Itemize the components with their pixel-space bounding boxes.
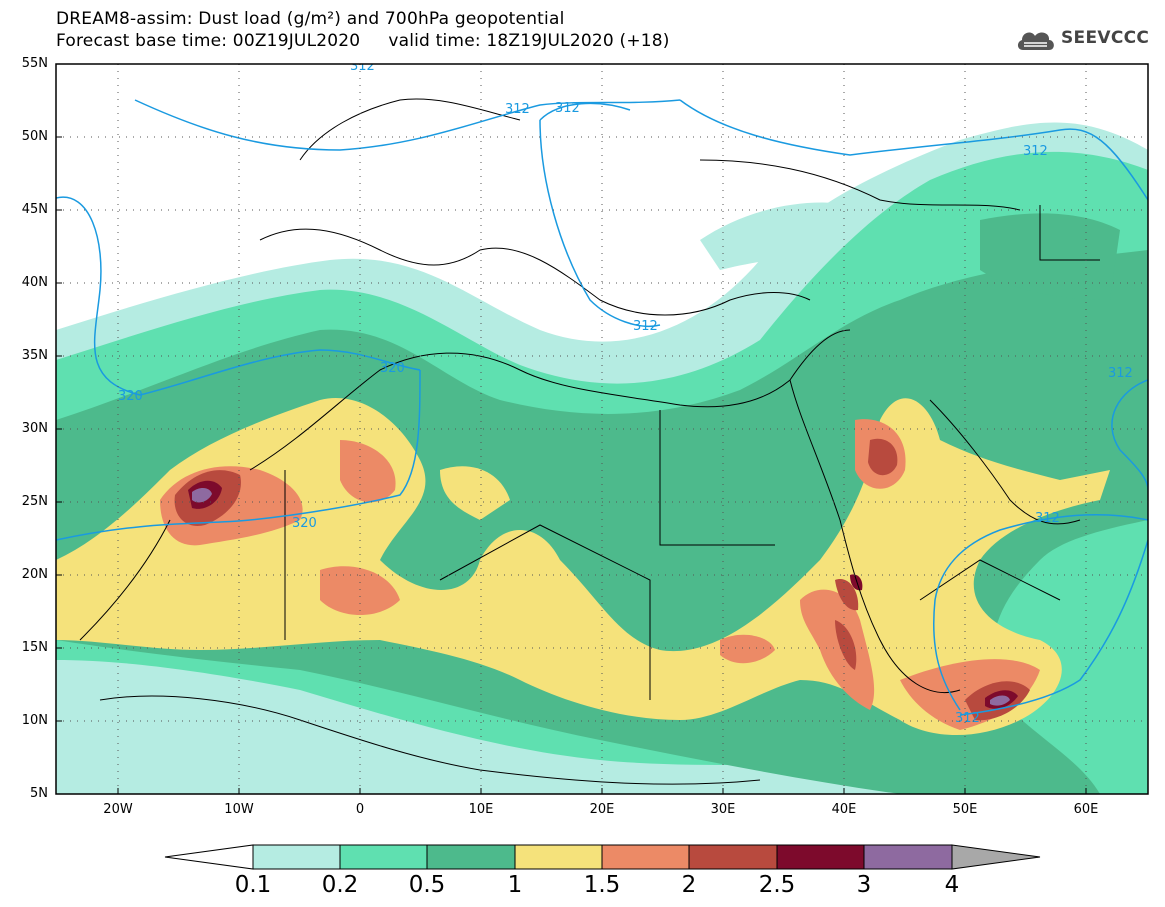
geopotential-contours <box>56 99 1148 716</box>
lat-label: 35N <box>21 348 48 363</box>
contour-label: 320 <box>118 389 143 404</box>
lat-label: 55N <box>21 56 48 71</box>
colorbar-label: 0.2 <box>321 872 359 898</box>
colorbar-label: 4 <box>944 872 960 898</box>
colorbar-segment <box>426 844 516 870</box>
colorbar-segment <box>776 844 865 870</box>
contour-label: 312 <box>505 102 530 117</box>
axis-ticks <box>56 63 1087 795</box>
lat-label: 10N <box>21 713 48 728</box>
colorbar <box>164 844 1041 870</box>
colorbar-label: 0.1 <box>234 872 272 898</box>
colorbar-label: 1 <box>507 872 523 898</box>
lon-label: 60E <box>1073 802 1099 817</box>
contour-labels: 312 312 312 312 312 312 320 320 320 312 … <box>118 59 1133 726</box>
colorbar-label: 0.5 <box>408 872 446 898</box>
contour-label: 312 <box>555 101 580 116</box>
lat-label: 50N <box>21 129 48 144</box>
lat-label: 15N <box>21 640 48 655</box>
colorbar-label: 1.5 <box>583 872 621 898</box>
colorbar-segment <box>514 844 603 870</box>
colorbar-segment <box>863 844 953 870</box>
lon-label: 40E <box>831 802 857 817</box>
contour-label: 312 <box>1023 144 1048 159</box>
dust-band-3 <box>192 488 1010 706</box>
colorbar-segment <box>601 844 690 870</box>
logo-text: SEEVCCC <box>1061 28 1150 48</box>
lon-label: 0 <box>355 802 365 817</box>
lat-label: 5N <box>30 786 48 801</box>
contour-label: 312 <box>350 59 375 74</box>
colorbar-segment <box>339 844 428 870</box>
lon-label: 20E <box>589 802 615 817</box>
lat-label: 30N <box>21 421 48 436</box>
forecast-time-subtitle: Forecast base time: 00Z19JUL2020 valid t… <box>56 31 670 51</box>
lon-label: 10E <box>468 802 494 817</box>
grid-lines <box>56 64 1148 794</box>
lat-label: 25N <box>21 494 48 509</box>
colorbar-low-arrow <box>164 844 254 870</box>
colorbar-segment <box>252 844 341 870</box>
contour-label: 320 <box>380 361 405 376</box>
lon-label: 50E <box>952 802 978 817</box>
lat-label: 45N <box>21 202 48 217</box>
contour-label: 320 <box>292 516 317 531</box>
chart-title: DREAM8-assim: Dust load (g/m²) and 700hP… <box>56 9 565 29</box>
colorbar-high-arrow <box>951 844 1041 870</box>
contour-label: 312 <box>955 711 980 726</box>
contour-label: 312 <box>633 319 658 334</box>
colorbar-label: 2.5 <box>758 872 796 898</box>
lat-label: 40N <box>21 275 48 290</box>
lon-label: 20W <box>103 802 133 817</box>
colorbar-segment <box>688 844 778 870</box>
colorbar-label: 2 <box>681 872 697 898</box>
seevccc-logo: SEEVCCC <box>1015 24 1155 58</box>
lat-label: 20N <box>21 567 48 582</box>
cloud-icon <box>1017 32 1054 50</box>
colorbar-label: 3 <box>856 872 872 898</box>
lon-label: 10W <box>224 802 254 817</box>
contour-label: 312 <box>1108 366 1133 381</box>
lon-label: 30E <box>710 802 736 817</box>
contour-label: 312 <box>1035 511 1060 526</box>
coastlines-borders <box>79 98 1100 785</box>
